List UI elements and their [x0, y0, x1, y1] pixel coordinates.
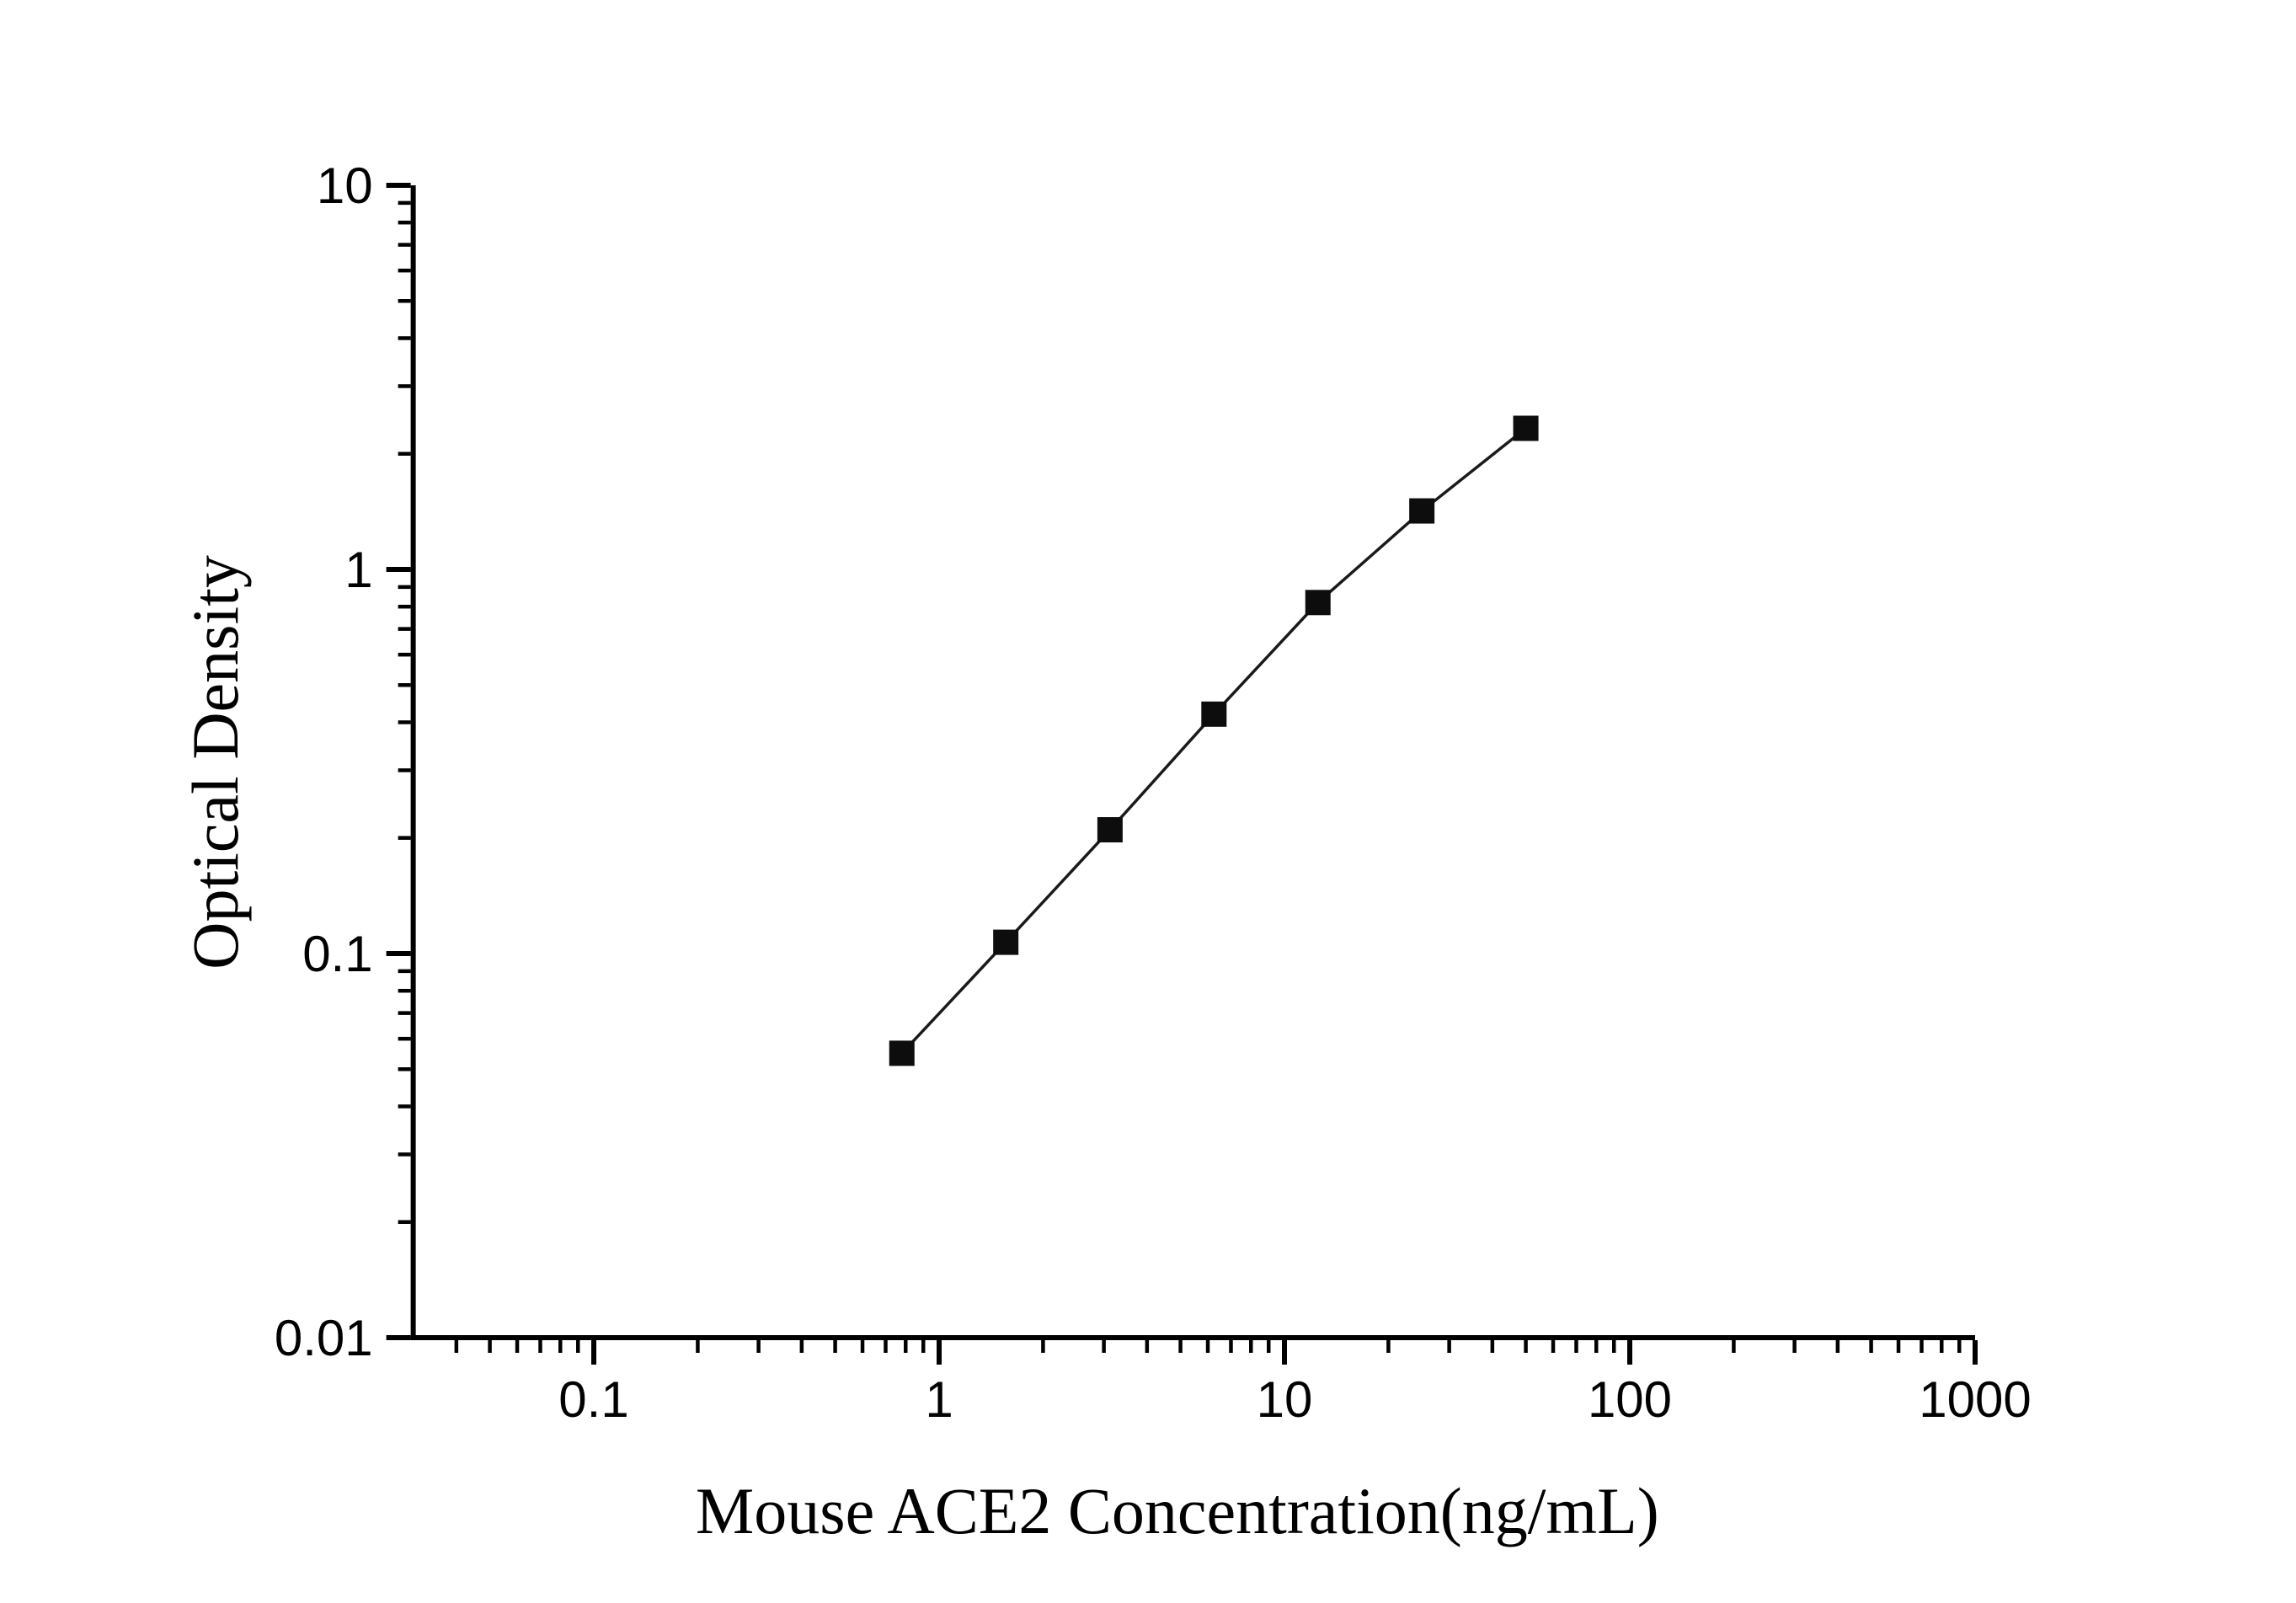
x-tick-label: 100 — [1588, 1371, 1672, 1428]
data-point-marker — [1513, 415, 1539, 441]
y-axis-title: Optical Density — [179, 555, 252, 970]
x-axis-title: Mouse ACE2 Concentration(ng/mL) — [696, 1474, 1659, 1547]
data-point-marker — [993, 929, 1019, 955]
data-point-marker — [889, 1040, 915, 1066]
y-tick-label: 0.1 — [302, 926, 372, 982]
series-group — [889, 415, 1539, 1066]
y-tick-label: 10 — [317, 158, 373, 214]
tick-labels: 0.01 0.1 1 10 0.1 1 10 100 1000 — [275, 158, 2032, 1428]
x-tick-label: 1 — [925, 1371, 953, 1428]
data-point-marker — [1097, 817, 1123, 843]
x-tick-label: 1000 — [1919, 1371, 2031, 1428]
data-point-marker — [1409, 498, 1435, 524]
data-point-marker — [1201, 701, 1227, 727]
x-tick-label: 0.1 — [558, 1371, 628, 1428]
data-point-marker — [1305, 590, 1331, 616]
axis-spines — [410, 185, 1975, 1340]
major-ticks — [386, 183, 1978, 1365]
minor-ticks — [398, 200, 1962, 1353]
y-tick-label: 1 — [344, 542, 372, 598]
y-tick-label: 0.01 — [275, 1310, 373, 1366]
x-tick-label: 10 — [1257, 1371, 1313, 1428]
